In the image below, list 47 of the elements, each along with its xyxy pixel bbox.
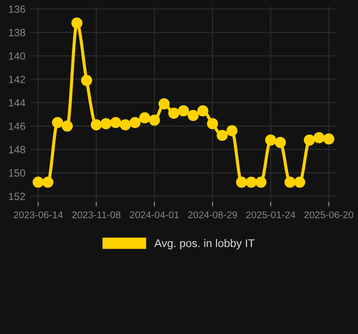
x-tick-label: 2025-06-20: [304, 211, 354, 218]
point: [246, 176, 257, 188]
point: [158, 98, 170, 110]
y-tick-label: 146: [8, 122, 26, 130]
x-tick-label: 2024-04-01: [130, 211, 179, 218]
x-tick-label: 2023-11-08: [72, 211, 120, 218]
point: [188, 110, 199, 122]
y-tick-label: 142: [8, 76, 26, 83]
y-tick-label: 136: [8, 6, 26, 13]
point: [110, 116, 122, 128]
point: [81, 74, 92, 86]
legend-label: Avg. pos. in lobby IT: [154, 239, 255, 250]
point: [52, 116, 64, 128]
point: [90, 119, 102, 130]
point: [178, 105, 190, 116]
point: [139, 112, 150, 124]
point: [265, 134, 276, 146]
point: [42, 176, 54, 188]
y-tick-label: 138: [8, 28, 26, 36]
point: [148, 114, 160, 126]
point: [304, 134, 315, 146]
point: [284, 176, 296, 188]
point: [274, 136, 286, 148]
x-tick-label: 2024-08-29: [188, 211, 237, 218]
point: [129, 116, 141, 128]
point: [226, 125, 238, 136]
y-tick-label: 144: [8, 99, 26, 106]
point: [255, 176, 267, 188]
point: [100, 118, 112, 130]
point: [294, 176, 306, 188]
point: [206, 118, 218, 130]
point: [120, 119, 131, 130]
x-tick-label: 2023-06-14: [14, 211, 63, 218]
point: [314, 132, 325, 144]
point: [323, 133, 334, 144]
point: [236, 176, 248, 188]
point: [62, 120, 73, 132]
point: [216, 130, 228, 141]
point: [71, 18, 82, 29]
x-tick-label: 2025-01-24: [246, 211, 296, 218]
point: [197, 105, 208, 116]
y-tick-label: 150: [8, 169, 26, 177]
y-tick-label: 152: [8, 192, 26, 200]
y-tick-label: 148: [8, 146, 26, 154]
point: [168, 108, 180, 119]
y-tick-label: 140: [8, 52, 26, 60]
point: [32, 176, 44, 188]
